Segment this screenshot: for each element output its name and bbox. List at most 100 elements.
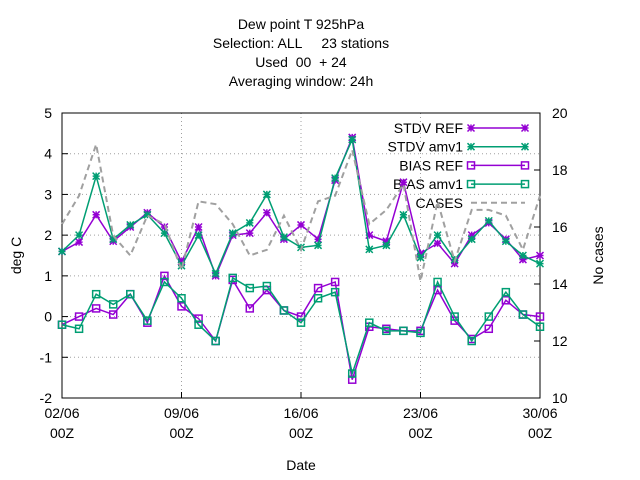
point	[416, 328, 425, 338]
y2-axis-label: No cases	[590, 226, 606, 284]
point	[75, 231, 84, 240]
point	[535, 312, 545, 321]
point	[228, 273, 237, 283]
point	[296, 318, 306, 327]
point	[314, 235, 323, 244]
point	[211, 336, 220, 346]
point	[348, 135, 357, 144]
point	[399, 210, 408, 219]
y-tick-label: -2	[40, 390, 53, 406]
point	[279, 306, 289, 315]
point	[365, 245, 374, 254]
point	[143, 316, 152, 325]
point	[466, 161, 476, 170]
point	[296, 220, 306, 229]
point	[535, 251, 545, 260]
point	[228, 229, 237, 238]
point	[160, 229, 169, 238]
point	[245, 218, 254, 227]
point	[194, 231, 203, 240]
point	[262, 208, 271, 217]
chart-title: Averaging window: 24h	[229, 73, 374, 89]
point	[501, 296, 511, 305]
point	[74, 312, 84, 321]
point	[382, 326, 391, 336]
point	[126, 220, 135, 229]
legend-label: STDV REF	[394, 120, 463, 136]
chart-title: Used 00 + 24	[255, 54, 347, 70]
point	[143, 210, 152, 219]
y2-tick-label: 14	[552, 276, 568, 292]
point	[108, 300, 118, 309]
y2-tick-label: 20	[552, 105, 568, 121]
point	[57, 247, 67, 256]
point	[126, 289, 135, 299]
y2-tick-label: 12	[552, 333, 568, 349]
series	[57, 273, 545, 378]
point	[160, 271, 169, 281]
point	[330, 287, 340, 297]
point	[177, 302, 186, 311]
point	[484, 312, 494, 321]
point	[535, 259, 545, 268]
point	[467, 231, 476, 240]
point	[520, 161, 530, 170]
point	[109, 235, 118, 244]
point	[467, 235, 476, 244]
y2-tick-label: 16	[552, 219, 568, 235]
point	[466, 179, 476, 189]
line	[61, 276, 541, 377]
point	[331, 174, 340, 183]
point	[518, 251, 527, 260]
x-tick-label: 09/06 00Z	[164, 405, 199, 441]
point	[245, 229, 254, 238]
point	[520, 123, 530, 133]
point	[365, 318, 374, 327]
legend-label: CASES	[416, 195, 463, 211]
y2-tick-label: 10	[552, 390, 568, 406]
point	[194, 320, 203, 329]
point	[92, 210, 101, 219]
point	[416, 253, 425, 262]
x-tick-label: 23/06 00Z	[403, 405, 438, 441]
point	[520, 142, 530, 151]
point	[279, 233, 288, 242]
point	[245, 283, 255, 293]
point	[347, 375, 357, 384]
point	[433, 239, 442, 248]
point	[211, 269, 220, 278]
point	[399, 178, 408, 187]
point	[518, 255, 527, 264]
point	[330, 277, 340, 287]
point	[75, 238, 84, 247]
point	[194, 222, 203, 232]
y-tick-label: 0	[44, 309, 52, 325]
series	[61, 140, 541, 282]
point	[535, 322, 545, 331]
point	[108, 310, 118, 319]
point	[518, 310, 528, 319]
point	[467, 336, 476, 346]
point	[484, 216, 493, 225]
point	[433, 277, 442, 287]
point	[57, 320, 67, 329]
y-tick-label: -1	[40, 349, 53, 365]
point	[466, 123, 476, 133]
point	[177, 257, 186, 266]
point	[313, 294, 323, 303]
point	[382, 237, 391, 246]
line	[61, 140, 541, 282]
chart-title: Dew point T 925hPa	[238, 16, 365, 32]
point	[160, 277, 169, 287]
point	[382, 241, 391, 250]
point	[262, 190, 271, 199]
point	[450, 312, 459, 321]
point	[92, 172, 101, 181]
legend-label: BIAS REF	[399, 157, 463, 173]
legend-label: BIAS amv1	[393, 176, 463, 192]
point	[313, 283, 323, 293]
chart-title: Selection: ALL 23 stations	[213, 35, 389, 51]
y-tick-label: 4	[44, 146, 52, 162]
point	[314, 241, 323, 250]
